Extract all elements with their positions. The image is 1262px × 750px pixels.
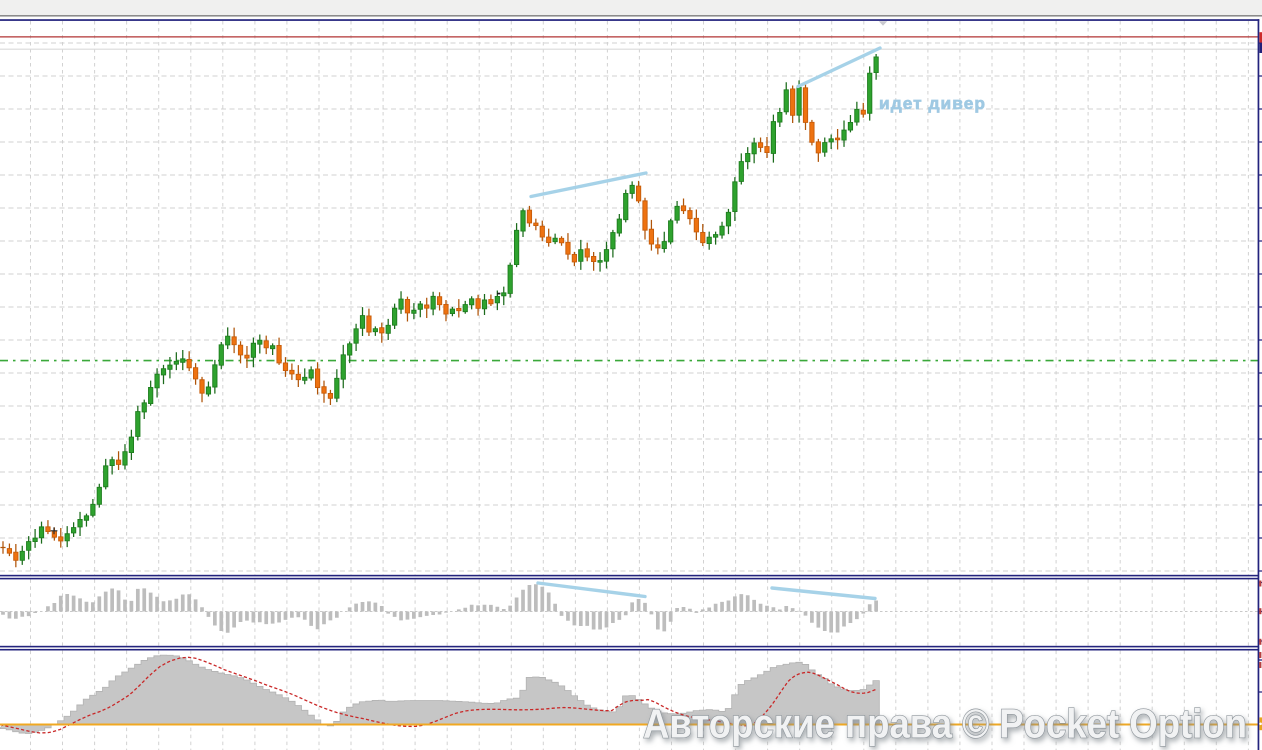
svg-text:Авторские права © Pocket Optio: Авторские права © Pocket Option xyxy=(643,701,1247,747)
svg-text:идет дивер: идет дивер xyxy=(879,94,986,113)
